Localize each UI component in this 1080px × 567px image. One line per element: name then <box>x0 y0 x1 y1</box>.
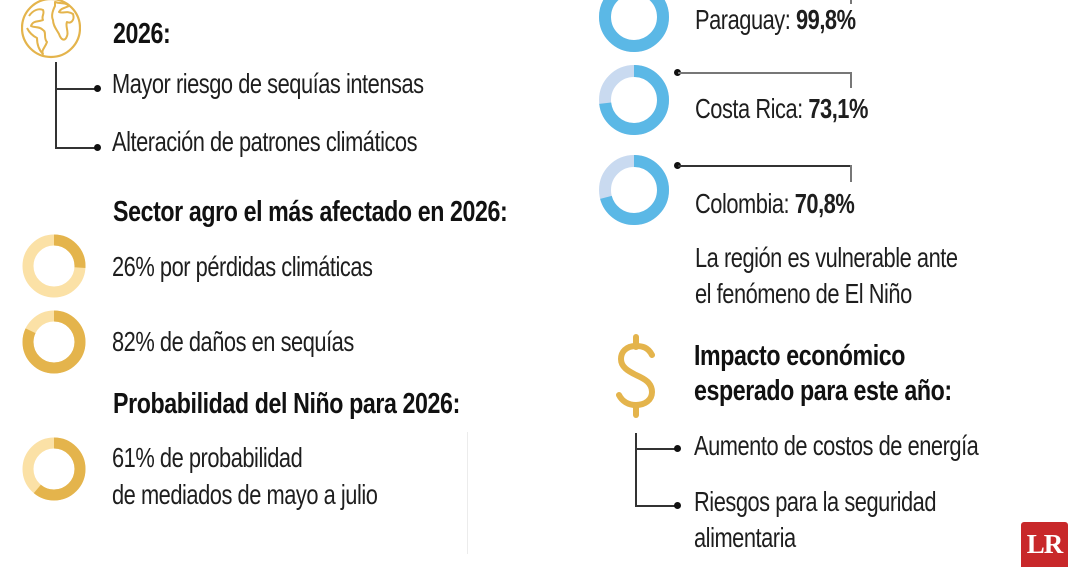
bullet-text: Mayor riesgo de sequías intensas <box>112 68 424 99</box>
column-divider <box>467 432 468 554</box>
country-label: Costa Rica: 73,1% <box>695 93 868 125</box>
connector-line <box>635 448 675 450</box>
connector-line <box>55 88 95 90</box>
section-2026-title: 2026: <box>113 18 171 50</box>
nino-title: Probabilidad del Niño para 2026: <box>113 388 460 420</box>
dollar-sign-icon <box>614 333 660 419</box>
donut-chart-colombia <box>598 154 670 231</box>
bullet-dot <box>674 502 681 509</box>
globe-icon <box>20 0 82 62</box>
vulnerability-note-line: el fenómeno de El Niño <box>695 278 912 309</box>
donut-chart-82 <box>22 310 86 379</box>
donut-chart-61 <box>22 437 86 506</box>
impact-bullet-text: Aumento de costos de energía <box>694 430 979 461</box>
connector-dot <box>674 162 681 169</box>
impact-bullet-text: Riesgos para la seguridad <box>694 486 937 517</box>
bullet-dot <box>674 445 681 452</box>
donut-chart-paraguay <box>598 0 670 58</box>
connector-line <box>850 72 852 88</box>
agro-title: Sector agro el más afectado en 2026: <box>113 196 508 228</box>
bullet-dot <box>94 85 101 92</box>
country-name: Colombia: <box>695 188 790 219</box>
lr-brand-logo: LR <box>1021 522 1068 567</box>
bullet-text: Alteración de patrones climáticos <box>112 126 418 157</box>
impact-title-line: Impacto económico <box>694 340 906 372</box>
donut-chart-26 <box>22 234 86 303</box>
connector-line <box>850 165 852 182</box>
connector-line <box>850 0 852 4</box>
vulnerability-note-line: La región es vulnerable ante <box>695 242 958 273</box>
connector-line <box>55 62 57 148</box>
country-label: Colombia: 70,8% <box>695 188 855 220</box>
country-name: Paraguay: <box>695 4 791 35</box>
connector-line <box>678 72 851 74</box>
connector-dot <box>674 69 681 76</box>
connector-line <box>635 505 675 507</box>
impact-title-line: esperado para este año: <box>694 375 952 407</box>
nino-text-line: de mediados de mayo a julio <box>112 479 378 510</box>
country-name: Costa Rica: <box>695 93 803 124</box>
impact-bullet-text: alimentaria <box>694 522 796 553</box>
donut-chart-costa-rica <box>598 64 670 141</box>
connector-line <box>635 433 637 506</box>
country-value: 73,1% <box>808 93 868 124</box>
country-value: 99,8% <box>795 4 856 35</box>
nino-text-line: 61% de probabilidad <box>112 442 303 473</box>
bullet-dot <box>94 144 101 151</box>
connector-line <box>55 147 95 149</box>
country-label: Paraguay: 99,8% <box>695 4 856 36</box>
agro-item-text: 26% por pérdidas climáticas <box>112 251 373 282</box>
connector-line <box>678 165 851 167</box>
agro-item-text: 82% de daños en sequías <box>112 326 354 357</box>
country-value: 70,8% <box>794 188 855 219</box>
